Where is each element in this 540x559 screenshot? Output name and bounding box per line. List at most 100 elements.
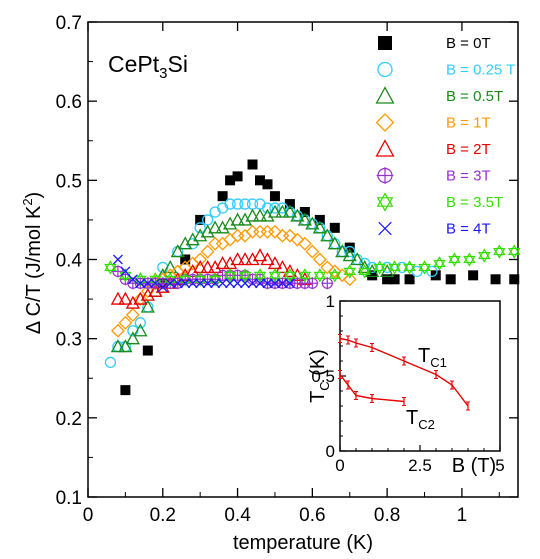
- legend-label: B = 3.5T: [446, 194, 503, 211]
- data-point: [208, 236, 223, 251]
- main-tick-labels: 0 0.2 0.4 0.6 0.8 1 0.1 0.2 0.3 0.4 0.5 0.6 0.7: [56, 13, 468, 526]
- data-point: [366, 261, 378, 274]
- data-point: [277, 278, 288, 289]
- data-point: [381, 261, 393, 274]
- data-point: [127, 325, 139, 337]
- data-point: [172, 278, 183, 289]
- x-tick-label: 0.8: [374, 505, 400, 526]
- series-points: [110, 224, 357, 338]
- data-point: [232, 278, 243, 289]
- data-point: [344, 245, 356, 258]
- x-tick-label: 0: [83, 505, 94, 526]
- data-point: [200, 244, 215, 259]
- data-point: [255, 175, 265, 186]
- data-point: [375, 86, 395, 104]
- legend-label: B = 2T: [446, 141, 491, 158]
- data-point: [275, 228, 290, 243]
- data-point: [225, 278, 236, 289]
- data-point: [275, 260, 290, 274]
- data-point: [134, 317, 146, 329]
- data-point: [140, 284, 155, 299]
- legend-label: B = 4T: [446, 221, 491, 238]
- data-point: [342, 248, 357, 262]
- data-point: [335, 268, 350, 283]
- data-point: [335, 244, 350, 258]
- data-point: [376, 167, 394, 184]
- data-point: [490, 274, 501, 285]
- data-point: [150, 278, 161, 289]
- data-point: [112, 254, 123, 265]
- data-point: [120, 385, 131, 396]
- data-point: [237, 252, 253, 266]
- data-point: [463, 252, 476, 267]
- data-point: [104, 260, 117, 275]
- inset-y-tick-label: 0.5: [311, 367, 335, 386]
- x-axis-label: temperature (K): [233, 532, 373, 554]
- data-point: [378, 36, 392, 50]
- data-point: [232, 171, 243, 182]
- data-point: [253, 224, 267, 239]
- x-tick-label: 0.6: [299, 505, 325, 526]
- data-point: [231, 198, 244, 210]
- data-point: [142, 278, 153, 289]
- data-point: [230, 212, 245, 226]
- data-point: [342, 272, 357, 287]
- data-point: [125, 331, 140, 345]
- data-point: [268, 268, 282, 283]
- data-point: [305, 244, 320, 259]
- data-point: [110, 291, 126, 305]
- data-point: [230, 252, 245, 266]
- data-point: [110, 339, 126, 353]
- data-point: [157, 282, 168, 293]
- series-points: [110, 204, 395, 353]
- data-point: [262, 278, 273, 289]
- data-point: [187, 278, 198, 289]
- data-point: [118, 315, 133, 330]
- data-point: [321, 277, 334, 290]
- data-point: [269, 202, 281, 214]
- data-point: [142, 345, 153, 356]
- data-point: [329, 222, 340, 233]
- data-point: [376, 192, 394, 212]
- inset-series: [338, 334, 470, 411]
- y-tick-label: 0.4: [56, 251, 83, 272]
- data-point: [269, 278, 280, 289]
- legend-label: B = 0.25 T: [446, 62, 515, 79]
- y-tick-label: 0.6: [56, 92, 82, 113]
- data-point: [313, 268, 327, 283]
- data-point: [327, 236, 342, 250]
- data-point: [290, 232, 305, 247]
- data-point: [396, 261, 408, 274]
- x-tick-label: 1: [457, 505, 468, 526]
- data-point: [283, 268, 297, 283]
- data-point: [208, 220, 223, 234]
- data-point: [344, 242, 355, 253]
- data-point: [357, 260, 372, 274]
- data-point: [350, 252, 365, 266]
- data-point: [260, 252, 275, 266]
- data-point: [111, 265, 124, 278]
- data-point: [290, 208, 305, 222]
- inset-line: [339, 337, 469, 407]
- data-point: [448, 252, 461, 267]
- data-point: [275, 204, 290, 218]
- data-point: [468, 270, 479, 281]
- data-point: [215, 236, 230, 251]
- main-data-points: [104, 159, 521, 396]
- y-tick-label: 0.7: [56, 13, 82, 34]
- data-point: [377, 61, 393, 78]
- data-point: [170, 244, 185, 258]
- data-point: [200, 260, 215, 274]
- data-point: [305, 216, 320, 230]
- inset-x-tick-label: 2.5: [408, 456, 432, 475]
- data-point: [508, 244, 521, 259]
- data-point: [312, 220, 327, 234]
- data-point: [223, 268, 237, 283]
- inset-series-line: [338, 370, 406, 406]
- data-point: [282, 228, 297, 243]
- data-point: [493, 244, 506, 259]
- data-point: [194, 222, 206, 234]
- data-point: [282, 264, 298, 278]
- inset-x-axis-label: B (T): [452, 455, 496, 477]
